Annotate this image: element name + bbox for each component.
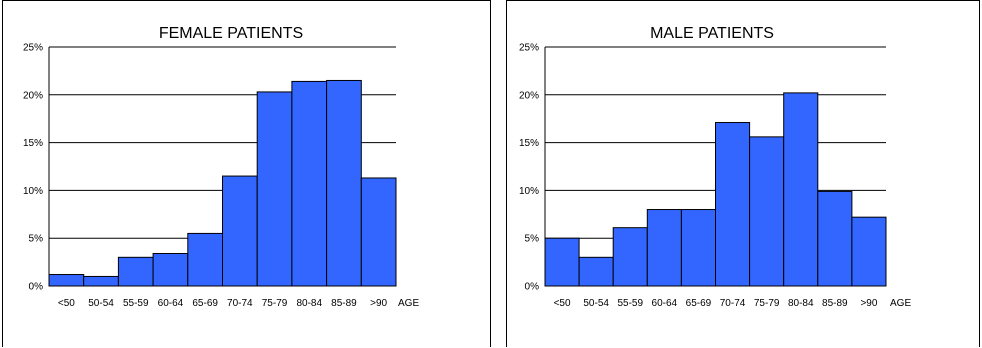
female-patients-chart-panel: 0% 5% 10% 15% 20% 25% <50 50-54 55-59 60-64 65-69 7… bbox=[2, 0, 491, 347]
chart-title: MALE PATIENTS bbox=[650, 25, 774, 42]
x-tick-label: 65-69 bbox=[192, 298, 218, 309]
x-tick-label: 55-59 bbox=[617, 298, 643, 309]
chart-title: FEMALE PATIENTS bbox=[159, 25, 303, 42]
bar-75-79 bbox=[749, 136, 785, 287]
bar-50-54 bbox=[578, 256, 614, 287]
bar-85-89 bbox=[817, 190, 853, 287]
y-tick-label: 10% bbox=[23, 186, 43, 197]
x-tick-label: <50 bbox=[58, 298, 75, 309]
bar-60-64 bbox=[152, 252, 189, 287]
bar-65-69 bbox=[187, 232, 224, 287]
bar-75-79 bbox=[256, 91, 293, 287]
x-tick-label: 65-69 bbox=[686, 298, 712, 309]
bar-<50 bbox=[48, 274, 85, 287]
x-tick-label: >90 bbox=[860, 298, 877, 309]
x-tick-label: 80-84 bbox=[296, 298, 322, 309]
bar-70-74 bbox=[715, 122, 751, 287]
x-tick-label: 80-84 bbox=[788, 298, 814, 309]
y-tick-label: 0% bbox=[525, 282, 540, 293]
male-patients-chart-panel: 0% 5% 10% 15% 20% 25% <50 50-54 55-59 60-64 65-69 7… bbox=[506, 0, 980, 347]
bar-60-64 bbox=[646, 209, 682, 287]
x-tick-label: 60-64 bbox=[652, 298, 678, 309]
bar-80-84 bbox=[291, 80, 328, 287]
x-tick-label: 50-54 bbox=[583, 298, 609, 309]
bar-50-54 bbox=[83, 275, 119, 287]
y-tick-label: 15% bbox=[519, 138, 539, 149]
y-tick-label: 20% bbox=[519, 90, 539, 101]
x-tick-label: 55-59 bbox=[123, 298, 149, 309]
x-tick-label: >90 bbox=[370, 298, 387, 309]
x-axis-label: AGE bbox=[890, 298, 911, 309]
bar-70-74 bbox=[222, 175, 258, 287]
x-tick-label: <50 bbox=[554, 298, 571, 309]
y-tick-label: 5% bbox=[29, 234, 44, 245]
y-tick-label: 0% bbox=[29, 282, 44, 293]
x-tick-label: 85-89 bbox=[331, 298, 357, 309]
y-tick-label: 5% bbox=[525, 234, 540, 245]
y-tick-label: 25% bbox=[23, 43, 43, 54]
bar->90 bbox=[360, 177, 397, 287]
bar-55-59 bbox=[117, 256, 154, 287]
x-tick-label: 85-89 bbox=[822, 298, 848, 309]
x-tick-label: 70-74 bbox=[720, 298, 746, 309]
male-patients-chart: 0% 5% 10% 15% 20% 25% <50 50-54 55-59 60-64 65-69 7… bbox=[519, 25, 911, 309]
x-tick-label: 50-54 bbox=[88, 298, 114, 309]
bar-<50 bbox=[544, 237, 580, 287]
bar-80-84 bbox=[783, 92, 819, 287]
bar->90 bbox=[851, 216, 887, 287]
bar-55-59 bbox=[612, 227, 648, 287]
x-tick-label: 75-79 bbox=[262, 298, 288, 309]
y-tick-label: 10% bbox=[519, 186, 539, 197]
x-tick-label: 75-79 bbox=[754, 298, 780, 309]
bar-85-89 bbox=[326, 79, 362, 287]
bar-65-69 bbox=[680, 209, 716, 287]
x-tick-label: 70-74 bbox=[227, 298, 253, 309]
y-tick-label: 15% bbox=[23, 138, 43, 149]
y-tick-label: 20% bbox=[23, 90, 43, 101]
y-tick-label: 25% bbox=[519, 43, 539, 54]
x-tick-label: 60-64 bbox=[158, 298, 184, 309]
female-patients-chart: 0% 5% 10% 15% 20% 25% <50 50-54 55-59 60-64 65-69 7… bbox=[23, 25, 419, 309]
x-axis-label: AGE bbox=[398, 298, 419, 309]
